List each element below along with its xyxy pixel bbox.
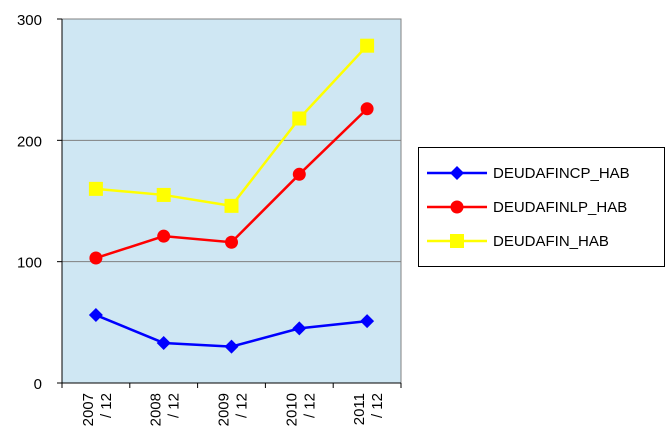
x-tick-label: 2007	[80, 393, 97, 426]
legend-label: DEUDAFIN_HAB	[493, 232, 609, 250]
data-point-square	[88, 181, 103, 196]
data-point-diamond	[224, 339, 239, 354]
y-axis-ticks: 0 100 200 300	[17, 12, 62, 393]
x-tick-label: 2010	[283, 393, 300, 426]
x-tick-label: 2011	[351, 393, 368, 425]
x-axis-ticks: 2007/ 12 2008/ 12 2009/ 12 2010/ 12 2011/ 12	[61, 383, 402, 426]
axes	[61, 19, 401, 384]
series-group	[88, 38, 375, 354]
legend-swatch-circle-icon	[427, 200, 487, 214]
data-point-circle	[225, 235, 238, 249]
data-point-circle	[89, 251, 103, 265]
x-tick-label: / 12	[98, 393, 115, 418]
data-point-diamond	[156, 335, 171, 350]
data-point-diamond	[88, 308, 103, 323]
series-deudafinlp-hab	[89, 102, 374, 265]
x-tick-label: / 12	[166, 393, 183, 418]
y-tick-label: 200	[17, 133, 42, 150]
x-tick-label: 2009	[216, 393, 233, 426]
series-deudafincp-hab	[88, 308, 375, 354]
legend-item-deudafinlp-hab: DEUDAFINLP_HAB	[427, 196, 627, 218]
data-point-circle	[360, 102, 374, 116]
legend-item-deudafin-hab: DEUDAFIN_HAB	[427, 230, 609, 252]
data-point-square	[224, 198, 239, 213]
y-tick-label: 100	[17, 255, 42, 272]
legend-item-deudafincp-hab: DEUDAFINCP_HAB	[427, 162, 630, 184]
legend-label: DEUDAFINLP_HAB	[493, 198, 628, 216]
y-tick-label: 300	[17, 12, 42, 29]
legend-label: DEUDAFINCP_HAB	[493, 164, 630, 182]
legend: DEUDAFINCP_HAB DEUDAFINLP_HAB DEUDAFIN_H…	[418, 147, 665, 267]
x-tick-label: / 12	[234, 393, 251, 418]
x-tick-label: 2008	[148, 393, 165, 426]
data-point-circle	[292, 167, 306, 181]
data-point-square	[292, 111, 307, 126]
y-tick-label: 0	[34, 376, 42, 393]
legend-swatch-square-icon	[427, 234, 487, 248]
legend-swatch-diamond-icon	[427, 166, 487, 180]
data-point-diamond	[292, 321, 307, 336]
series-deudafin-hab	[88, 38, 375, 213]
gridlines	[62, 139, 401, 263]
x-tick-label: / 12	[301, 393, 318, 418]
data-point-square	[156, 187, 171, 202]
x-tick-label: / 12	[369, 393, 386, 418]
data-point-diamond	[360, 314, 375, 329]
data-point-circle	[157, 229, 171, 243]
data-point-square	[360, 38, 375, 53]
